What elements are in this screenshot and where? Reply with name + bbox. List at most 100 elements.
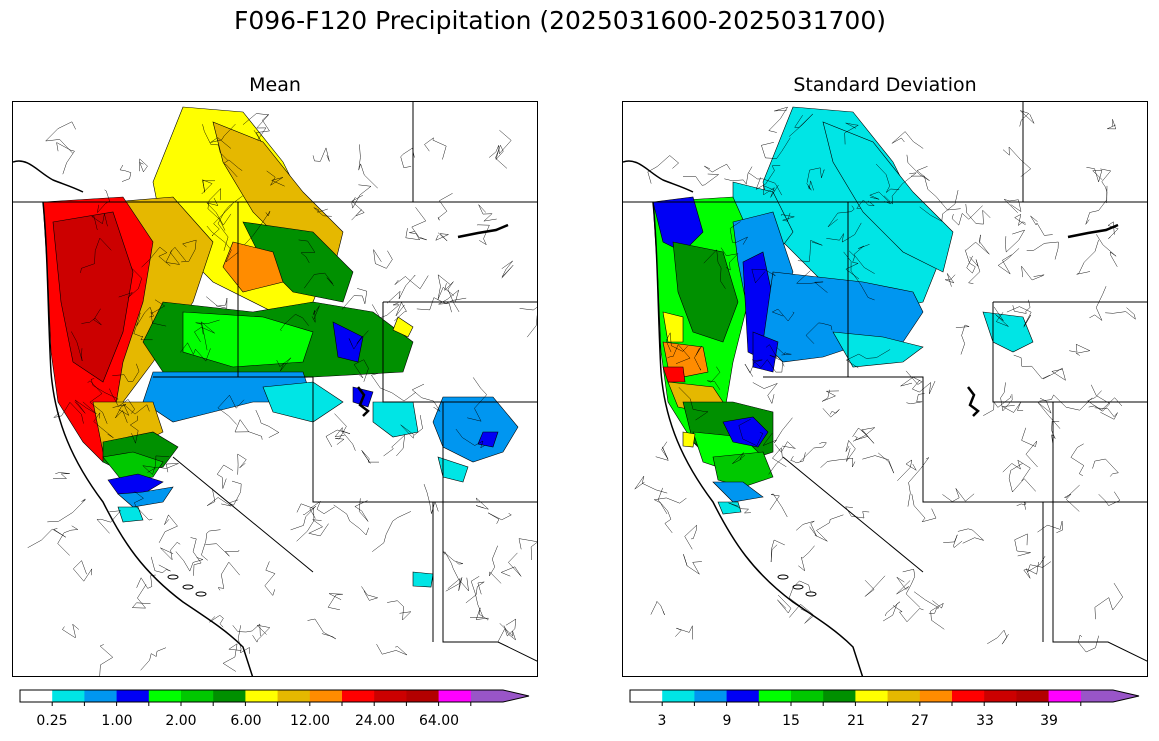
- basin-boundary: [341, 288, 368, 310]
- basin-boundary: [907, 457, 930, 507]
- island: [792, 584, 804, 590]
- basin-boundary: [129, 415, 139, 444]
- basin-boundary: [657, 487, 673, 534]
- basin-boundary: [232, 623, 261, 637]
- basin-boundary: [181, 239, 197, 263]
- colorbar-segment: [823, 690, 856, 702]
- colorbar-segment: [791, 690, 824, 702]
- island: [195, 591, 207, 597]
- basin-boundary: [768, 447, 787, 475]
- basin-boundary: [217, 394, 245, 425]
- basin-boundary: [1019, 110, 1035, 127]
- basin-boundary: [1086, 167, 1103, 183]
- basin-boundary: [211, 204, 233, 236]
- basin-boundary: [175, 551, 204, 572]
- basin-boundary: [997, 248, 1020, 275]
- basin-boundary: [62, 623, 80, 639]
- colorbar-segment: [919, 690, 953, 702]
- basin-boundary: [195, 319, 220, 351]
- basin-boundary: [844, 122, 860, 145]
- basin-boundary: [405, 228, 421, 241]
- basin-boundary: [205, 543, 240, 557]
- basin-boundary: [237, 625, 250, 654]
- basin-boundary: [1085, 185, 1108, 225]
- vancouver-island-outline: [13, 160, 84, 193]
- basin-boundary: [423, 484, 439, 514]
- basin-boundary: [1027, 555, 1052, 573]
- mean-tick-label: 6.00: [230, 713, 262, 729]
- basin-region: [477, 431, 499, 448]
- island: [182, 584, 194, 590]
- basin-boundary: [683, 554, 702, 575]
- basin-boundary: [499, 623, 517, 641]
- basin-boundary: [290, 505, 317, 531]
- basin-boundary: [902, 568, 920, 608]
- basin-boundary: [1006, 306, 1032, 328]
- basin-boundary: [751, 359, 783, 373]
- colorbar-segment: [694, 690, 728, 702]
- island: [805, 591, 817, 597]
- basin-boundary: [255, 409, 280, 438]
- basin-boundary: [1078, 634, 1099, 653]
- basin-boundary: [160, 542, 181, 561]
- basin-boundary: [96, 510, 122, 534]
- basin-boundary: [790, 452, 806, 464]
- basin-boundary: [133, 323, 153, 341]
- basin-boundary: [771, 308, 795, 322]
- basin-boundary: [313, 207, 332, 217]
- basin-boundary: [797, 239, 823, 262]
- colorbar-segment: [662, 690, 695, 702]
- basin-boundary: [443, 551, 464, 565]
- basin-boundary: [827, 205, 855, 228]
- basin-boundary: [843, 251, 875, 301]
- basin-boundary: [1014, 533, 1031, 557]
- basin-region: [262, 381, 344, 423]
- basin-boundary: [469, 576, 484, 618]
- colorbar-segment: [855, 690, 889, 702]
- basin-boundary: [495, 144, 508, 169]
- basin-boundary: [308, 519, 329, 537]
- colorbar-segment: [245, 690, 279, 702]
- state-border: [382, 302, 537, 403]
- basin-region: [117, 486, 174, 508]
- basin-boundary: [911, 493, 937, 523]
- basin-boundary: [788, 113, 813, 137]
- basin-boundary: [647, 155, 679, 184]
- basin-boundary: [202, 124, 228, 161]
- stddev-colorbar-svg: [629, 689, 1140, 706]
- basin-boundary: [131, 584, 151, 609]
- basin-boundary: [987, 629, 1009, 645]
- colorbar-outline: [629, 689, 1140, 703]
- basin-boundary: [1021, 265, 1045, 281]
- colorbar-segment: [952, 690, 985, 702]
- basin-boundary: [304, 272, 335, 289]
- basin-boundary: [234, 419, 263, 440]
- basin-boundary: [806, 180, 814, 191]
- basin-boundary: [1069, 343, 1091, 356]
- basin-boundary: [501, 260, 514, 279]
- basin-boundary: [74, 399, 97, 414]
- basin-boundary: [806, 167, 825, 183]
- basin-boundary: [820, 458, 856, 468]
- stddev-tick-label: 9: [722, 713, 732, 729]
- basin-boundary: [1021, 427, 1038, 468]
- colorbar-segment: [374, 690, 407, 702]
- basin-boundary: [497, 618, 517, 643]
- basin-boundary: [1094, 582, 1123, 620]
- stddev-tick-label: 3: [657, 713, 667, 729]
- basin-boundary: [444, 551, 469, 592]
- basin-boundary: [264, 561, 276, 596]
- basin-boundary: [943, 534, 963, 548]
- colorbar-segment: [20, 690, 53, 702]
- vancouver-island-outline: [623, 160, 694, 193]
- basin-boundary: [852, 427, 869, 441]
- mean-panel-title: Mean: [249, 74, 301, 96]
- basin-boundary: [400, 147, 415, 168]
- stddev-tick-label: 21: [847, 713, 865, 729]
- basin-boundary: [311, 305, 320, 323]
- colorbar-segment: [116, 690, 150, 702]
- basin-boundary: [983, 395, 1011, 416]
- mean-tick-label: 1.00: [101, 713, 133, 729]
- basin-boundary: [27, 528, 66, 548]
- basin-boundary: [206, 488, 232, 507]
